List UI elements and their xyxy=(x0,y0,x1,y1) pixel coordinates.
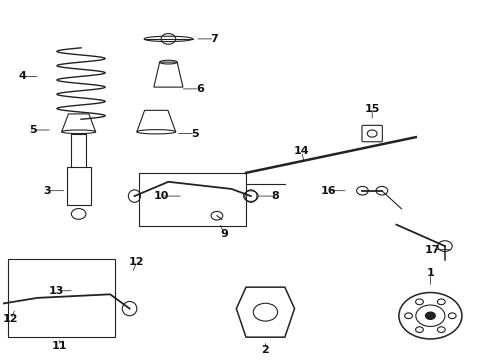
Text: 4: 4 xyxy=(19,71,27,81)
Text: 3: 3 xyxy=(43,186,51,196)
Text: 5: 5 xyxy=(29,125,36,135)
Text: 15: 15 xyxy=(365,104,380,113)
Text: 2: 2 xyxy=(262,345,270,355)
Text: 7: 7 xyxy=(211,34,219,44)
Text: 9: 9 xyxy=(220,229,228,239)
Text: 12: 12 xyxy=(3,314,19,324)
Text: 16: 16 xyxy=(320,186,336,196)
Circle shape xyxy=(425,312,435,319)
Text: 17: 17 xyxy=(425,245,441,255)
Text: 6: 6 xyxy=(196,84,204,94)
Text: 8: 8 xyxy=(271,191,279,201)
Text: 10: 10 xyxy=(153,191,169,201)
Text: 12: 12 xyxy=(129,257,145,267)
Text: 5: 5 xyxy=(191,129,199,139)
Text: 14: 14 xyxy=(294,147,310,157)
Text: 11: 11 xyxy=(51,341,67,351)
Text: 13: 13 xyxy=(49,286,65,296)
Text: 1: 1 xyxy=(426,268,434,278)
